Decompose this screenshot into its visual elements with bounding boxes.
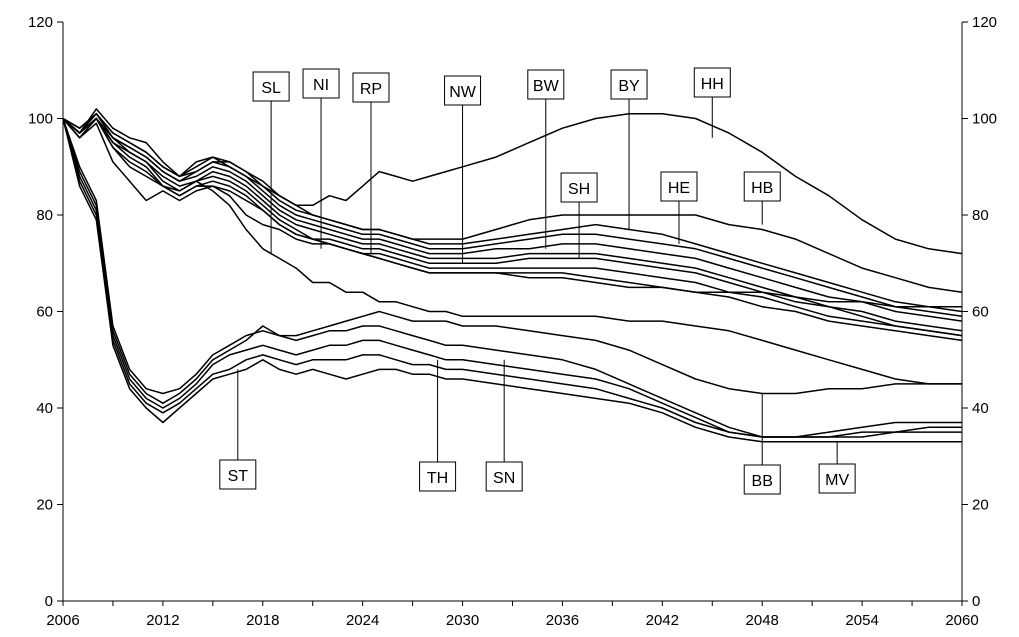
left-y-tick-label: 40 bbox=[36, 400, 53, 417]
label-box bbox=[560, 172, 598, 203]
label-box bbox=[818, 463, 856, 494]
label-box bbox=[610, 69, 648, 100]
series-line-7 bbox=[62, 112, 963, 337]
label-rp: RP bbox=[352, 72, 390, 254]
label-text: HB bbox=[751, 180, 773, 197]
series-line-16 bbox=[62, 118, 962, 443]
x-tick-label: 2018 bbox=[246, 612, 279, 629]
left-y-tick-label: 0 bbox=[45, 593, 53, 610]
label-box bbox=[693, 67, 731, 98]
right-y-tick-label: 0 bbox=[972, 593, 980, 610]
series-line-5 bbox=[62, 117, 963, 322]
label-hb: HB bbox=[743, 171, 781, 225]
label-text: NW bbox=[449, 84, 477, 101]
series-line-11 bbox=[62, 117, 962, 385]
label-text: SN bbox=[493, 470, 515, 487]
series-line-1 bbox=[62, 108, 963, 255]
label-text: RP bbox=[360, 81, 382, 98]
axes: 2006 2012 2018 2024 2030 2036 2042 2048 2054 2060… bbox=[28, 14, 997, 629]
label-box bbox=[302, 68, 340, 99]
label-st: ST bbox=[219, 369, 257, 490]
label-sl: SL bbox=[252, 71, 290, 254]
label-layer: SL NI RP NW BW BY HH SH HE HB ST TH SN BB MV bbox=[219, 67, 856, 495]
right-y-tick-label: 60 bbox=[972, 304, 989, 321]
x-tick-label: 2036 bbox=[546, 612, 579, 629]
label-text: BY bbox=[618, 78, 640, 95]
series-layer bbox=[62, 108, 963, 443]
x-tick-label: 2024 bbox=[346, 612, 379, 629]
x-tick-label: 2048 bbox=[746, 612, 779, 629]
series-line-10 bbox=[62, 118, 962, 308]
label-text: HH bbox=[701, 76, 724, 93]
label-text: SL bbox=[261, 80, 281, 97]
series-line-2 bbox=[62, 112, 963, 293]
right-y-tick-label: 120 bbox=[972, 14, 997, 31]
label-text: BW bbox=[533, 78, 560, 95]
label-mv: MV bbox=[818, 441, 856, 494]
label-box bbox=[527, 69, 565, 100]
series-line-3 bbox=[62, 112, 963, 313]
label-box bbox=[252, 71, 290, 102]
label-bw: BW bbox=[527, 69, 565, 249]
label-nw: NW bbox=[444, 75, 482, 264]
series-line-4 bbox=[62, 117, 963, 318]
x-tick-label: 2030 bbox=[446, 612, 479, 629]
label-th: TH bbox=[419, 359, 457, 492]
left-y-tick-label: 80 bbox=[36, 207, 53, 224]
label-box bbox=[743, 171, 781, 202]
series-line-13 bbox=[62, 118, 962, 438]
label-box bbox=[219, 459, 257, 490]
left-y-tick-label: 20 bbox=[36, 497, 53, 514]
label-box bbox=[485, 461, 523, 492]
right-y-tick-label: 40 bbox=[972, 400, 989, 417]
label-text: TH bbox=[427, 470, 448, 487]
series-line-6 bbox=[62, 117, 963, 332]
label-box bbox=[660, 171, 698, 202]
label-text: BB bbox=[752, 473, 773, 490]
x-tick-label: 2012 bbox=[146, 612, 179, 629]
x-tick-label: 2060 bbox=[945, 612, 978, 629]
label-he: HE bbox=[660, 171, 698, 244]
right-y-tick-label: 20 bbox=[972, 497, 989, 514]
label-box bbox=[419, 461, 457, 492]
label-sn: SN bbox=[485, 359, 523, 492]
right-y-tick-label: 100 bbox=[972, 111, 997, 128]
series-line-12 bbox=[62, 118, 962, 395]
left-y-tick-label: 60 bbox=[36, 304, 53, 321]
label-ni: NI bbox=[302, 68, 340, 249]
label-text: ST bbox=[228, 468, 249, 485]
label-by: BY bbox=[610, 69, 648, 230]
series-line-15 bbox=[62, 118, 962, 438]
label-text: MV bbox=[825, 472, 849, 489]
x-tick-label: 2006 bbox=[46, 612, 79, 629]
label-sh: SH bbox=[560, 172, 598, 259]
x-tick-label: 2042 bbox=[646, 612, 679, 629]
left-y-tick-label: 120 bbox=[28, 14, 53, 31]
label-text: SH bbox=[568, 181, 590, 198]
label-bb: BB bbox=[743, 393, 781, 495]
x-tick-label: 2054 bbox=[845, 612, 878, 629]
left-y-tick-label: 100 bbox=[28, 111, 53, 128]
series-line-8 bbox=[62, 117, 963, 337]
label-hh: HH bbox=[693, 67, 731, 138]
label-box bbox=[352, 72, 390, 103]
label-box bbox=[743, 464, 781, 495]
label-box bbox=[444, 75, 482, 106]
right-y-tick-label: 80 bbox=[972, 207, 989, 224]
label-text: HE bbox=[668, 180, 690, 197]
label-text: NI bbox=[313, 77, 329, 94]
